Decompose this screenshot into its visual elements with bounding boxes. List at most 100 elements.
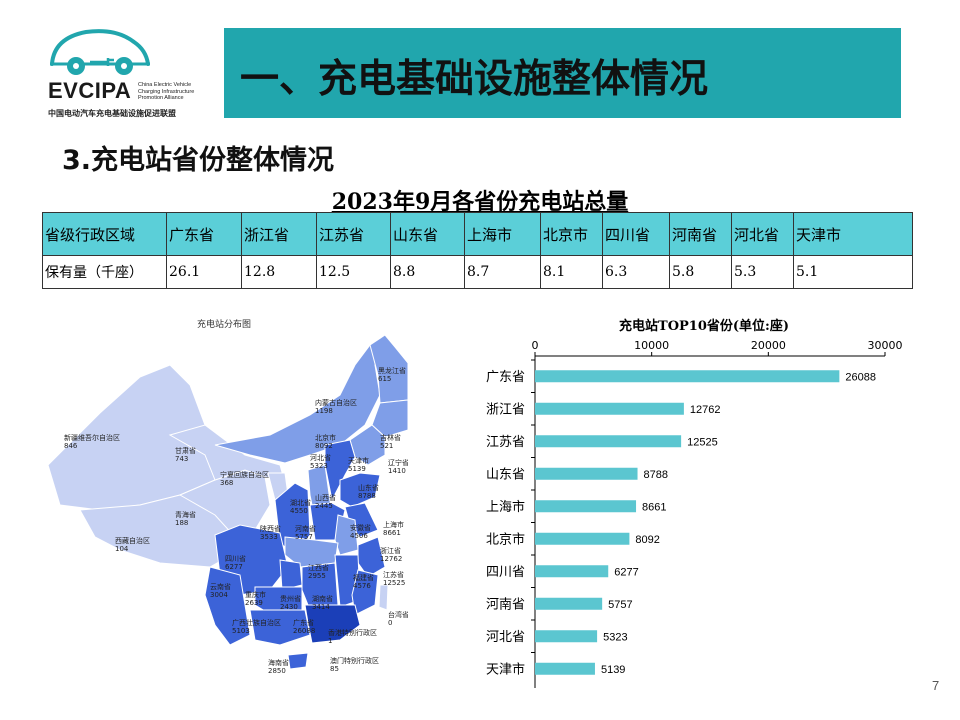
map-region-label: 四川省 6277 [225,554,246,571]
table-cell: 26.1 [166,255,242,289]
map-region-label: 浙江省 12762 [380,546,402,563]
category-label: 浙江省 [486,402,525,417]
table-header-cell: 广东省 [166,212,242,256]
hebei-region [324,439,356,502]
bar [535,597,603,610]
map-region-label: 宁夏回族自治区 368 [220,470,269,487]
map-region-label: 澳门特别行政区 85 [330,656,379,673]
map-region-label: 吉林省 521 [380,433,401,450]
x-tick-label: 30000 [868,339,903,352]
map-region-label: 辽宁省 1410 [388,458,408,475]
map-region-label: 内蒙古自治区 1198 [315,398,357,415]
map-region-label: 云南省 3004 [210,582,231,599]
bar [535,630,598,643]
map-region-label: 湖北省 4550 [290,498,311,515]
map-region-label: 陕西省 3533 [260,524,281,541]
table-header-cell: 浙江省 [241,212,317,256]
table-row: 保有量（千座） 26.1 12.8 12.5 8.8 8.7 8.1 6.3 5… [42,255,913,289]
data-label: 8092 [635,534,659,546]
page-title: 一、充电基础设施整体情况 [240,57,709,102]
table-header-cell: 北京市 [540,212,603,256]
map-region-label: 山东省 8788 [358,483,379,500]
map-region-label: 河北省 5323 [310,453,331,470]
title-bar: 一、充电基础设施整体情况 [224,28,901,118]
guangdong-region [304,604,361,644]
bar [535,532,630,545]
table-row-label: 保有量（千座） [42,255,167,289]
map-region-label: 北京市 8092 [315,433,336,450]
table-header-cell: 河南省 [669,212,732,256]
x-tick-label: 20000 [751,339,786,352]
taiwan-region [378,584,389,611]
map-region-label: 广东省 26088 [293,618,315,635]
table-header-label: 省级行政区域 [42,212,167,256]
map-region-label: 江苏省 12525 [383,570,405,587]
data-label: 26088 [845,371,876,383]
map-region-label: 安徽省 4506 [350,523,371,540]
yunnan-region [204,566,251,646]
map-region-label: 西藏自治区 104 [115,536,150,553]
chongqing-region [279,559,303,591]
bar [535,402,684,415]
map-region-label: 甘肃省 743 [175,446,196,463]
category-label: 四川省 [486,565,525,580]
map-region-label: 福建省 4576 [353,573,374,590]
map-region-label: 海南省 2850 [268,658,289,675]
bar [535,467,638,480]
table-cell: 5.8 [669,255,732,289]
bar [535,662,595,675]
logo-main-text: EVCIPA [48,78,132,103]
map-region-label: 河南省 5757 [295,524,316,541]
map-region-label: 江西省 2955 [308,563,329,580]
data-label: 5139 [601,664,625,676]
category-label: 北京市 [486,531,525,547]
x-tick-label: 0 [532,339,539,352]
fujian-region [351,569,379,616]
map-region-label: 新疆维吾尔自治区 846 [64,433,120,450]
bar [535,370,840,383]
map-region-label: 贵州省 2430 [280,594,301,611]
table-cell: 6.3 [602,255,670,289]
map-region-label: 青海省 188 [175,510,196,527]
anhui-region [334,514,359,556]
table-header-cell: 四川省 [602,212,670,256]
category-label: 江苏省 [486,434,525,450]
bar [535,500,637,513]
category-label: 广东省 [486,370,525,385]
category-label: 上海市 [486,499,525,515]
guangxi-region [249,609,311,646]
table-cell: 8.1 [540,255,603,289]
map-region-label: 广西壮族自治区 5103 [232,618,281,635]
table-cell: 8.7 [464,255,541,289]
map-region-label: 黑龙江省 615 [378,366,406,383]
category-label: 河南省 [486,596,525,612]
china-map: 充电站分布图 黑龙江省 615 内蒙古自治区 1198 新疆维吾尔自治区 846 吉林省 52… [40,305,408,691]
data-label: 8661 [642,501,666,513]
section-title: 3.充电站省份整体情况 [62,145,335,176]
data-label: 12525 [687,436,718,448]
category-label: 山东省 [486,467,525,482]
map-region-label: 天津市 5139 [348,456,369,473]
data-label: 12762 [690,404,721,416]
map-region-label: 台湾省 0 [388,610,408,627]
logo-sub-text: 中国电动汽车充电基础设施促进联盟 [48,109,176,118]
category-label: 天津市 [486,661,525,677]
province-table: 省级行政区域 广东省 浙江省 江苏省 山东省 上海市 北京市 四川省 河南省 河… [42,212,913,289]
table-header-cell: 山东省 [390,212,465,256]
page-number: 7 [932,678,940,693]
x-tick-label: 10000 [634,339,669,352]
table-header-cell: 河北省 [731,212,794,256]
table-header-row: 省级行政区域 广东省 浙江省 江苏省 山东省 上海市 北京市 四川省 河南省 河… [42,212,913,256]
map-region-label: 山西省 2445 [315,493,336,510]
heilongjiang-region [369,334,408,404]
table-cell: 12.8 [241,255,317,289]
data-label: 5757 [608,599,632,611]
table-cell: 5.1 [793,255,913,289]
evcipa-logo: EVCIPA China Electric Vehicle Charging I… [40,24,210,124]
table-title: 2023年9月各省份充电站总量 [331,189,629,215]
map-region-label: 湖南省 3414 [312,594,333,611]
data-label: 6277 [614,566,638,578]
car-plug-icon [50,29,150,75]
table-cell: 8.8 [390,255,465,289]
map-region-label: 上海市 8661 [383,520,404,537]
